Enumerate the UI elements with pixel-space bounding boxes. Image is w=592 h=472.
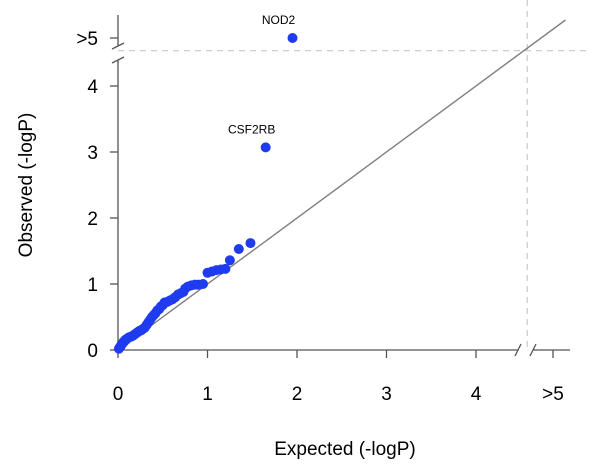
- y-tick-label: 4: [87, 77, 98, 98]
- y-axis-title: Observed (-logP): [16, 113, 37, 258]
- data-point: [245, 238, 256, 249]
- data-point: [260, 142, 271, 153]
- data-point: [198, 279, 209, 289]
- x-tick-label: 4: [471, 384, 482, 405]
- x-axis-break-mark: [514, 343, 522, 357]
- y-tick-label: 2: [87, 209, 98, 230]
- x-axis-title: Expected (-logP): [274, 439, 416, 460]
- y-tick-label: 1: [87, 275, 98, 296]
- point-label: CSF2RB: [228, 122, 275, 136]
- data-point: [220, 263, 231, 274]
- x-tick-label: >5: [542, 384, 564, 405]
- reference-line: [117, 19, 566, 351]
- y-tick-label: 0: [87, 341, 98, 362]
- data-point: [287, 33, 298, 43]
- data-point: [224, 255, 235, 266]
- y-tick-label: >5: [76, 29, 98, 50]
- y-axis-break-mark: [111, 42, 125, 50]
- data-point: [233, 244, 244, 255]
- x-tick-label: 1: [202, 384, 213, 405]
- x-axis: [118, 343, 570, 357]
- point-label: NOD2: [262, 13, 296, 27]
- x-tick-label: 3: [381, 384, 392, 405]
- y-axis: [111, 15, 125, 350]
- y-axis-break-mark: [111, 56, 125, 64]
- x-tick-label: 2: [292, 384, 303, 405]
- x-axis-break-mark: [529, 343, 537, 357]
- y-tick-label: 3: [87, 143, 98, 164]
- x-tick-label: 0: [113, 384, 124, 405]
